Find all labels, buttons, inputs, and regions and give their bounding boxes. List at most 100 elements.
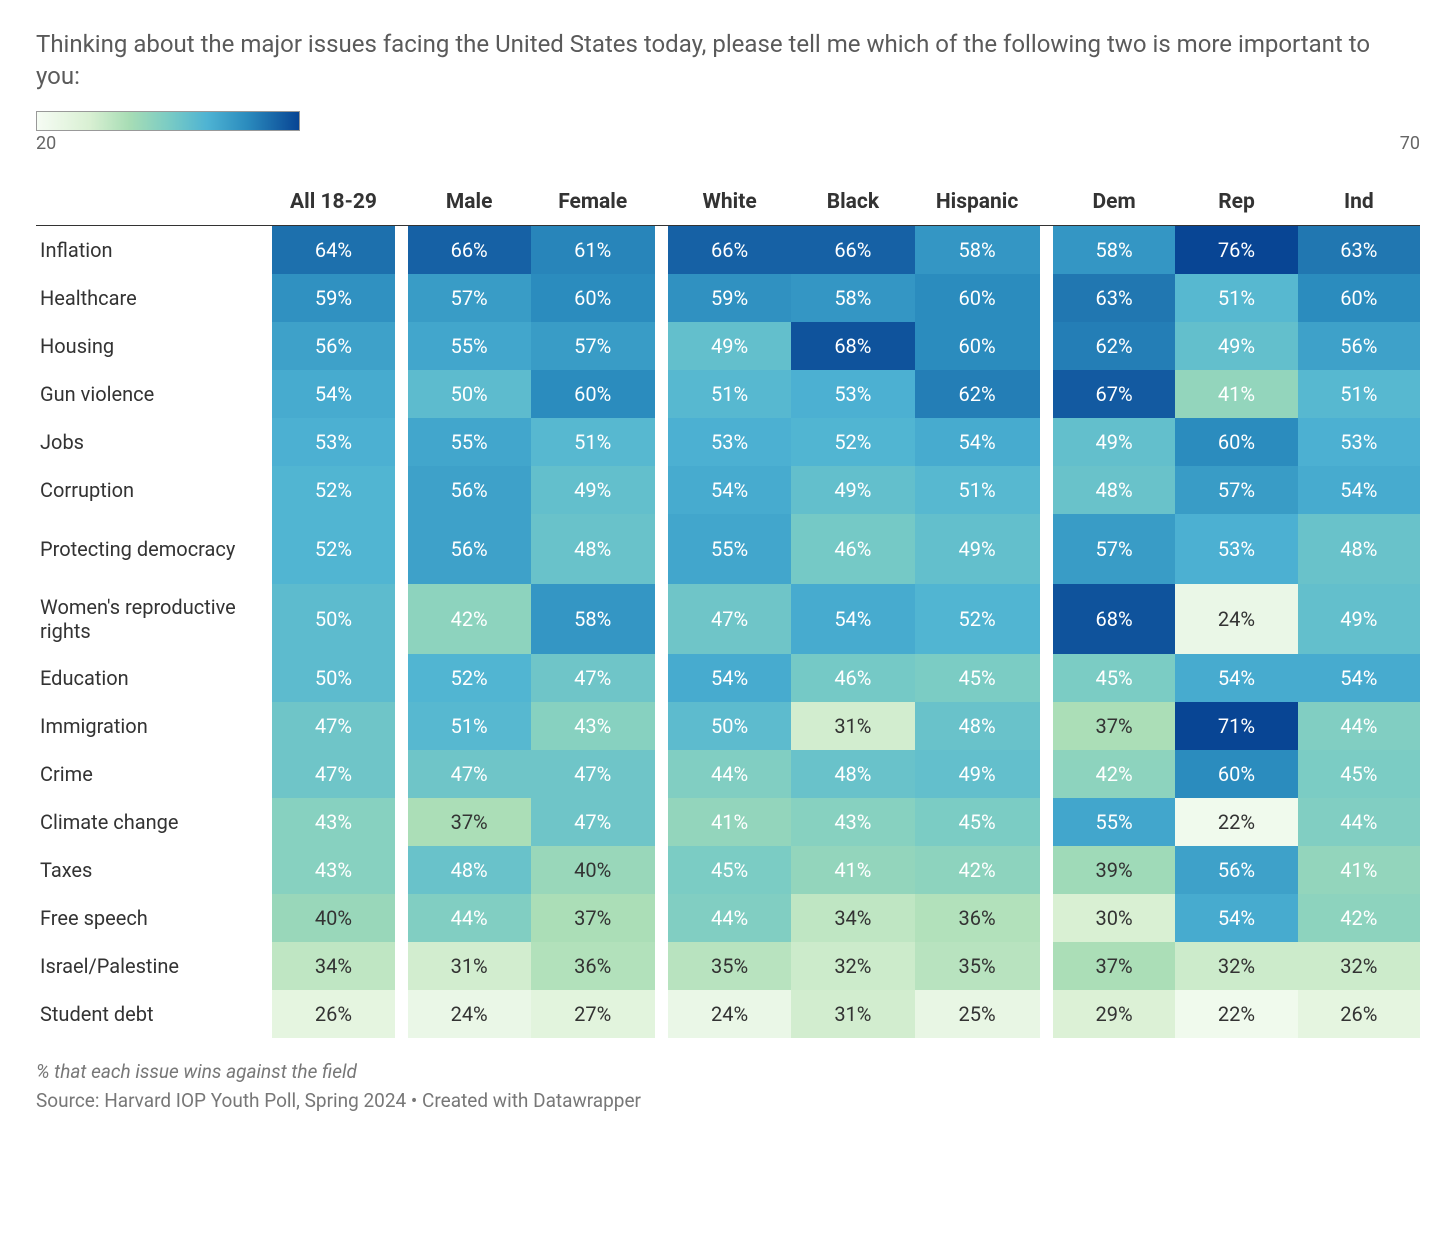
cell: 26% bbox=[1298, 990, 1420, 1038]
cell: 53% bbox=[1298, 418, 1420, 466]
row-label: Housing bbox=[36, 322, 272, 370]
heatmap-table: All 18-29MaleFemaleWhiteBlackHispanicDem… bbox=[36, 190, 1420, 1038]
cell: 27% bbox=[531, 990, 655, 1038]
cell: 52% bbox=[272, 466, 394, 514]
cell: 54% bbox=[1298, 654, 1420, 702]
cell: 55% bbox=[408, 322, 531, 370]
cell: 59% bbox=[668, 274, 791, 322]
cell: 67% bbox=[1053, 370, 1176, 418]
cell: 56% bbox=[408, 466, 531, 514]
cell: 54% bbox=[1175, 894, 1297, 942]
cell: 51% bbox=[668, 370, 791, 418]
cell: 22% bbox=[1175, 990, 1297, 1038]
cell: 47% bbox=[408, 750, 531, 798]
cell: 66% bbox=[791, 226, 914, 274]
row-label: Education bbox=[36, 654, 272, 702]
cell: 31% bbox=[791, 702, 914, 750]
cell: 52% bbox=[272, 514, 394, 584]
cell: 61% bbox=[531, 226, 655, 274]
cell: 29% bbox=[1053, 990, 1176, 1038]
cell: 32% bbox=[791, 942, 914, 990]
cell: 58% bbox=[791, 274, 914, 322]
cell: 43% bbox=[791, 798, 914, 846]
cell: 48% bbox=[531, 514, 655, 584]
cell: 50% bbox=[408, 370, 531, 418]
cell: 48% bbox=[1053, 466, 1176, 514]
cell: 47% bbox=[531, 654, 655, 702]
cell: 32% bbox=[1298, 942, 1420, 990]
cell: 44% bbox=[1298, 798, 1420, 846]
cell: 54% bbox=[915, 418, 1040, 466]
cell: 47% bbox=[272, 750, 394, 798]
row-label: Protecting democracy bbox=[36, 514, 272, 584]
col-header-dem: Dem bbox=[1053, 190, 1176, 225]
cell: 58% bbox=[915, 226, 1040, 274]
cell: 48% bbox=[1298, 514, 1420, 584]
cell: 43% bbox=[272, 798, 394, 846]
cell: 45% bbox=[668, 846, 791, 894]
col-header-ind: Ind bbox=[1298, 190, 1420, 225]
cell: 52% bbox=[915, 584, 1040, 654]
row-label: Immigration bbox=[36, 702, 272, 750]
cell: 37% bbox=[531, 894, 655, 942]
cell: 53% bbox=[668, 418, 791, 466]
row-label: Crime bbox=[36, 750, 272, 798]
col-header-black: Black bbox=[791, 190, 914, 225]
cell: 32% bbox=[1175, 942, 1297, 990]
cell: 51% bbox=[1175, 274, 1297, 322]
cell: 37% bbox=[1053, 942, 1176, 990]
cell: 51% bbox=[1298, 370, 1420, 418]
cell: 44% bbox=[1298, 702, 1420, 750]
cell: 46% bbox=[791, 514, 914, 584]
cell: 41% bbox=[791, 846, 914, 894]
cell: 40% bbox=[531, 846, 655, 894]
cell: 25% bbox=[915, 990, 1040, 1038]
cell: 41% bbox=[1298, 846, 1420, 894]
cell: 54% bbox=[272, 370, 394, 418]
cell: 49% bbox=[1053, 418, 1176, 466]
cell: 34% bbox=[791, 894, 914, 942]
cell: 50% bbox=[272, 654, 394, 702]
cell: 48% bbox=[408, 846, 531, 894]
cell: 50% bbox=[272, 584, 394, 654]
cell: 51% bbox=[531, 418, 655, 466]
cell: 60% bbox=[1298, 274, 1420, 322]
row-label: Gun violence bbox=[36, 370, 272, 418]
cell: 62% bbox=[915, 370, 1040, 418]
cell: 60% bbox=[531, 370, 655, 418]
legend-min: 20 bbox=[36, 133, 56, 154]
cell: 36% bbox=[531, 942, 655, 990]
col-header-male: Male bbox=[408, 190, 531, 225]
cell: 54% bbox=[791, 584, 914, 654]
cell: 40% bbox=[272, 894, 394, 942]
cell: 42% bbox=[1053, 750, 1176, 798]
chart-title: Thinking about the major issues facing t… bbox=[36, 28, 1416, 93]
cell: 55% bbox=[668, 514, 791, 584]
col-header-female: Female bbox=[531, 190, 655, 225]
cell: 49% bbox=[1298, 584, 1420, 654]
cell: 66% bbox=[408, 226, 531, 274]
row-label: Inflation bbox=[36, 226, 272, 274]
cell: 48% bbox=[791, 750, 914, 798]
cell: 46% bbox=[791, 654, 914, 702]
cell: 35% bbox=[668, 942, 791, 990]
cell: 41% bbox=[668, 798, 791, 846]
cell: 53% bbox=[791, 370, 914, 418]
cell: 37% bbox=[408, 798, 531, 846]
cell: 58% bbox=[1053, 226, 1176, 274]
cell: 56% bbox=[1175, 846, 1297, 894]
cell: 26% bbox=[272, 990, 394, 1038]
cell: 57% bbox=[408, 274, 531, 322]
cell: 22% bbox=[1175, 798, 1297, 846]
cell: 35% bbox=[915, 942, 1040, 990]
chart-note: % that each issue wins against the field bbox=[36, 1060, 1420, 1083]
cell: 47% bbox=[668, 584, 791, 654]
row-label: Free speech bbox=[36, 894, 272, 942]
cell: 54% bbox=[668, 466, 791, 514]
cell: 58% bbox=[531, 584, 655, 654]
cell: 53% bbox=[1175, 514, 1297, 584]
cell: 51% bbox=[915, 466, 1040, 514]
cell: 60% bbox=[1175, 418, 1297, 466]
cell: 68% bbox=[1053, 584, 1176, 654]
cell: 59% bbox=[272, 274, 394, 322]
